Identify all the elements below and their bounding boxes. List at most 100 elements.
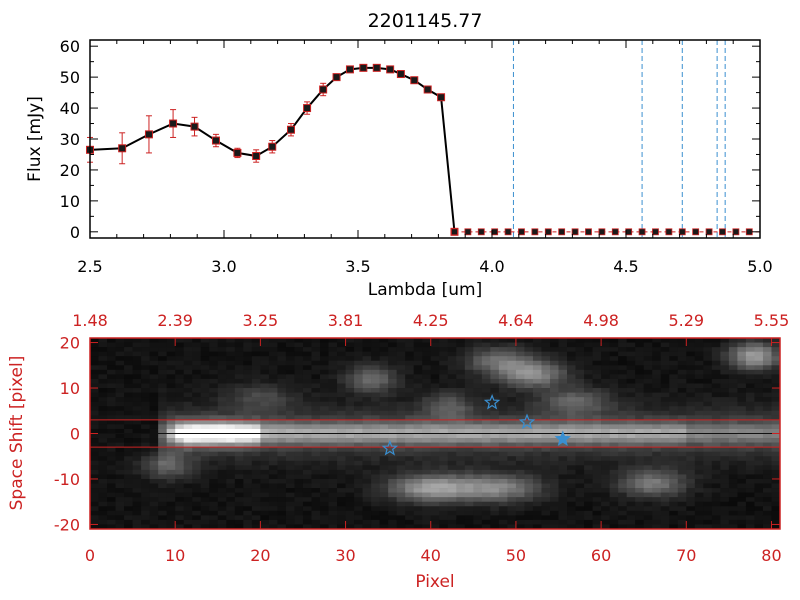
image-pixel: [285, 447, 295, 452]
image-pixel: [558, 519, 568, 525]
image-pixel: [490, 378, 500, 384]
image-pixel: [762, 410, 772, 416]
image-pixel: [592, 424, 602, 430]
image-pixel: [677, 388, 687, 393]
image-pixel: [413, 456, 423, 462]
image-pixel: [294, 510, 304, 516]
image-pixel: [498, 456, 508, 462]
image-pixel: [737, 469, 747, 475]
image-pixel: [396, 492, 406, 498]
image-pixel: [294, 415, 304, 421]
image-pixel: [737, 510, 747, 516]
image-pixel: [217, 365, 227, 371]
image-pixel: [635, 483, 645, 489]
wavelength-tick-label: 1.48: [72, 311, 108, 330]
image-pixel: [711, 465, 721, 471]
image-pixel: [711, 488, 721, 493]
image-pixel: [754, 433, 764, 439]
image-pixel: [737, 447, 747, 452]
image-pixel: [694, 510, 704, 516]
zero-point: [451, 228, 458, 236]
image-pixel: [584, 356, 593, 362]
image-pixel: [277, 397, 287, 402]
image-pixel: [98, 342, 108, 348]
image-pixel: [328, 410, 338, 416]
image-pixel: [226, 488, 236, 493]
image-pixel: [567, 406, 576, 412]
image-pixel: [643, 465, 653, 471]
image-pixel: [158, 378, 167, 384]
image-pixel: [328, 515, 338, 521]
image-pixel: [234, 519, 244, 525]
image-pixel: [515, 451, 525, 457]
image-pixel: [694, 360, 704, 366]
image-pixel: [354, 456, 363, 462]
image-pixel: [302, 338, 312, 343]
image-pixel: [643, 356, 653, 362]
image-pixel: [302, 488, 312, 493]
image-pixel: [268, 342, 278, 348]
image-pixel: [669, 478, 679, 484]
image-pixel: [601, 447, 610, 452]
image-pixel: [524, 410, 534, 416]
image-pixel: [728, 392, 738, 398]
image-pixel: [481, 369, 491, 375]
image-pixel: [447, 497, 457, 503]
image-pixel: [507, 469, 517, 475]
image-pixel: [524, 415, 534, 421]
image-pixel: [217, 506, 227, 512]
image-pixel: [98, 442, 108, 448]
image-pixel: [268, 356, 278, 362]
image-pixel: [175, 474, 185, 480]
image-pixel: [609, 510, 619, 516]
image-pixel: [669, 415, 679, 421]
image-pixel: [209, 365, 219, 371]
image-pixel: [745, 378, 755, 384]
image-pixel: [532, 488, 542, 493]
image-pixel: [362, 378, 372, 384]
image-pixel: [90, 351, 99, 357]
image-pixel: [464, 383, 474, 389]
image-pixel: [268, 447, 278, 452]
image-pixel: [337, 438, 346, 443]
image-pixel: [507, 438, 517, 443]
image-pixel: [98, 415, 108, 421]
image-pixel: [720, 474, 730, 480]
image-pixel: [524, 438, 534, 443]
image-pixel: [396, 356, 406, 362]
image-pixel: [183, 378, 193, 384]
image-pixel: [643, 369, 653, 375]
image-pixel: [541, 397, 551, 402]
image-pixel: [124, 478, 133, 484]
zero-point: [638, 228, 646, 236]
image-pixel: [149, 428, 159, 434]
image-pixel: [260, 506, 270, 512]
image-pixel: [507, 497, 517, 503]
image-pixel: [209, 392, 219, 398]
image-pixel: [567, 410, 576, 416]
image-pixel: [422, 365, 432, 371]
image-pixel: [558, 401, 568, 407]
image-pixel: [277, 369, 287, 375]
image-pixel: [703, 424, 713, 430]
image-pixel: [158, 360, 167, 366]
image-pixel: [601, 465, 610, 471]
image-pixel: [217, 483, 227, 489]
image-pixel: [720, 492, 730, 498]
image-pixel: [754, 524, 764, 530]
image-pixel: [703, 356, 713, 362]
image-pixel: [473, 519, 483, 525]
image-pixel: [277, 488, 287, 493]
image-pixel: [541, 451, 551, 457]
image-pixel: [149, 374, 159, 380]
image-pixel: [745, 406, 755, 412]
image-pixel: [328, 460, 338, 466]
image-pixel: [635, 356, 645, 362]
image-pixel: [737, 383, 747, 389]
image-pixel: [558, 465, 568, 471]
image-pixel: [422, 519, 432, 525]
image-pixel: [141, 424, 150, 430]
image-pixel: [234, 501, 244, 507]
image-pixel: [635, 447, 645, 452]
image-pixel: [584, 488, 593, 493]
